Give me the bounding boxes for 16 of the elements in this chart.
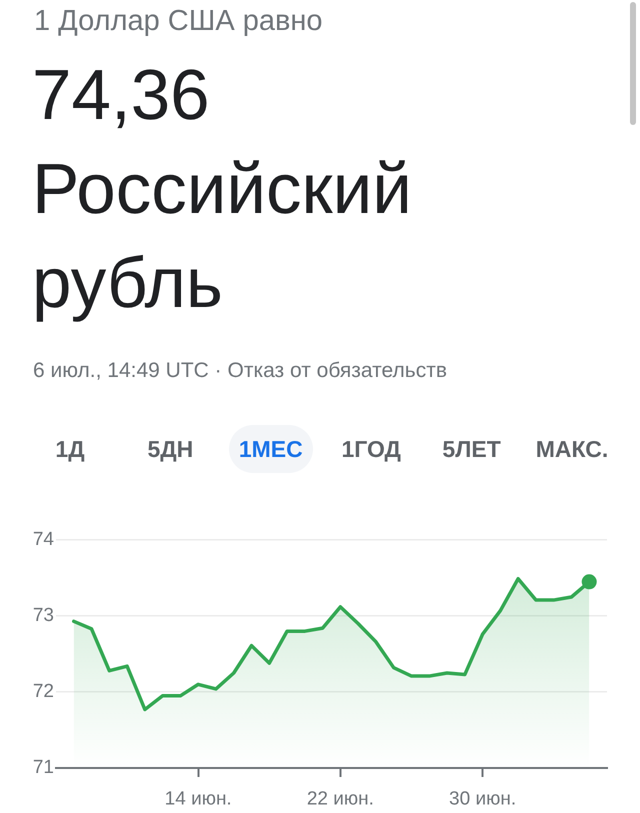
text: 5ЛЕТ — [442, 435, 501, 464]
text: 1Д — [55, 435, 85, 464]
chart-subtitle: 1 Доллар США равно — [34, 4, 323, 38]
x-tick-label: 30 июн. — [449, 788, 516, 810]
text: МАКС. — [536, 435, 608, 464]
y-tick-label: 73 — [32, 605, 54, 626]
text: 6 июл., 14:49 UTC · Отказ от обязательств — [33, 359, 447, 383]
x-tick-label: 14 июн. — [164, 788, 232, 810]
text: 1МЕС — [228, 425, 313, 473]
chart-title: 74,36 Российский рубль — [32, 55, 413, 325]
text: 5ДН — [148, 435, 194, 464]
y-tick-label: 74 — [32, 529, 54, 550]
text: 1ГОД — [341, 435, 401, 464]
y-tick-label: 71 — [32, 757, 54, 778]
y-tick-label: 72 — [32, 681, 54, 702]
x-tick-label: 22 июн. — [306, 788, 374, 810]
